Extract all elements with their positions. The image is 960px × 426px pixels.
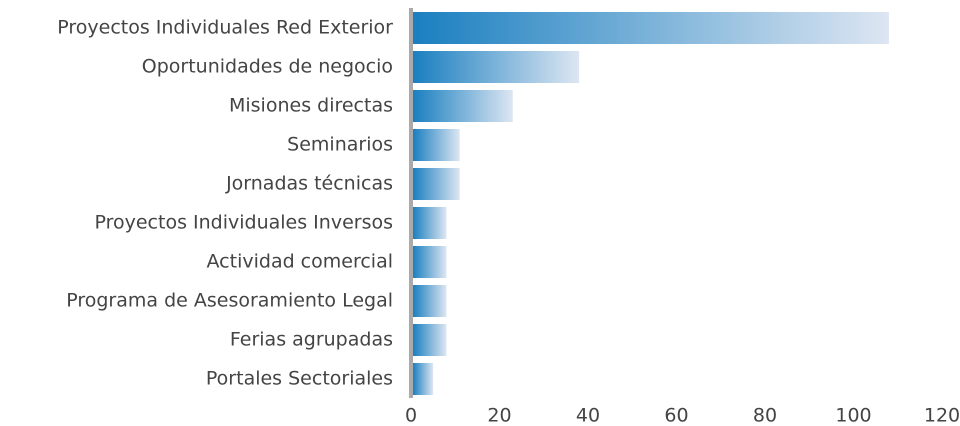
y-tick-label: Portales Sectoriales [206,368,393,390]
bar [413,90,513,122]
y-tick-label: Jornadas técnicas [225,173,393,195]
bar [413,285,447,317]
x-tick-label: 120 [924,405,960,426]
y-tick-label: Programa de Asesoramiento Legal [66,290,393,312]
y-tick-label: Proyectos Individuales Red Exterior [57,17,393,39]
x-tick-label: 80 [753,405,777,426]
bar [413,129,460,161]
x-tick-label: 100 [835,405,871,426]
bar [413,246,447,278]
bar [413,324,447,356]
bar [413,12,889,44]
bar [413,207,447,239]
y-tick-label: Ferias agrupadas [230,329,393,351]
x-tick-label: 60 [664,405,688,426]
y-tick-label: Proyectos Individuales Inversos [94,212,393,234]
x-tick-label: 40 [576,405,600,426]
bar [413,363,434,395]
x-tick-label: 0 [405,405,417,426]
y-tick-label: Actividad comercial [207,251,393,273]
y-tick-label: Oportunidades de negocio [142,56,393,78]
x-tick-label: 20 [487,405,511,426]
y-tick-label: Misiones directas [229,95,393,117]
y-tick-label: Seminarios [287,134,393,156]
bar [413,51,580,83]
bar [413,168,460,200]
